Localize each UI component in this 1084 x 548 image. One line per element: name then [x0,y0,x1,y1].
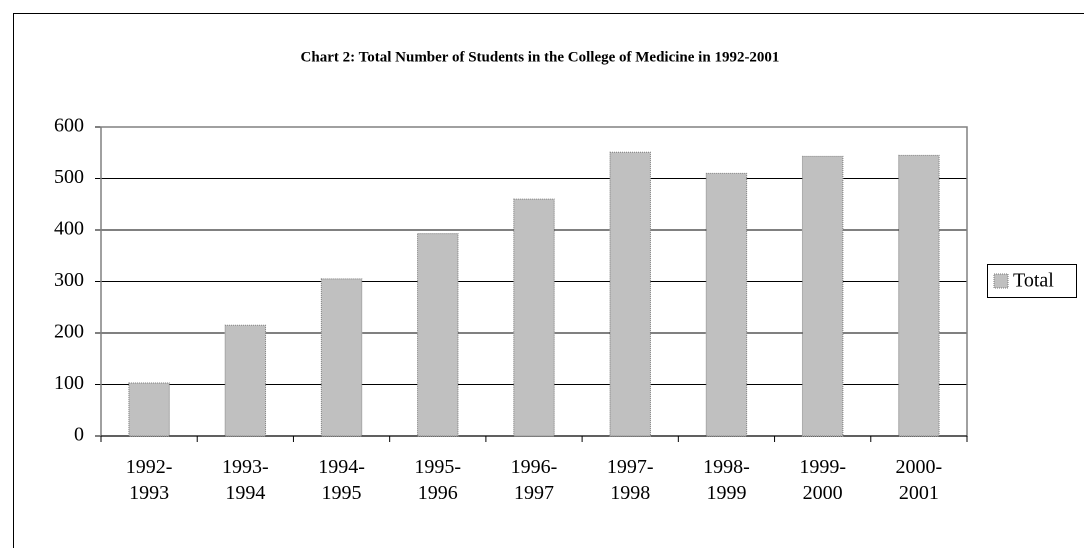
bar [513,198,555,437]
bar [609,151,651,437]
bar [128,382,170,437]
y-tick-label: 400 [54,218,84,240]
chart-title: Chart 2: Total Number of Students in the… [301,49,780,65]
x-tick-label: 1996-1997 [510,456,558,504]
legend-label: Total [1013,270,1054,292]
x-tick-label: 1998-1999 [703,456,750,504]
legend-swatch [993,273,1009,289]
x-tick-label: 1999-2000 [799,456,846,504]
y-tick-label: 0 [74,424,84,446]
bar [417,233,459,437]
y-tick-label: 500 [54,166,84,188]
y-tick-label: 100 [54,372,84,394]
x-tick-label: 2000-2001 [895,456,943,504]
chart-frame [13,13,1084,548]
y-tick-label: 200 [54,321,84,343]
x-tick-label: 1995-1996 [414,456,462,504]
x-tick-label: 1992-1993 [125,456,173,504]
bar [224,324,267,437]
bar [705,172,748,437]
bar [801,155,844,437]
x-tick-label: 1994-1995 [318,456,365,504]
bar [898,154,940,437]
x-tick-label: 1993-1994 [221,456,269,504]
y-tick-label: 600 [54,115,84,137]
x-tick-label: 1997-1998 [606,456,654,504]
y-tick-label: 300 [54,269,84,291]
bar [320,278,363,437]
